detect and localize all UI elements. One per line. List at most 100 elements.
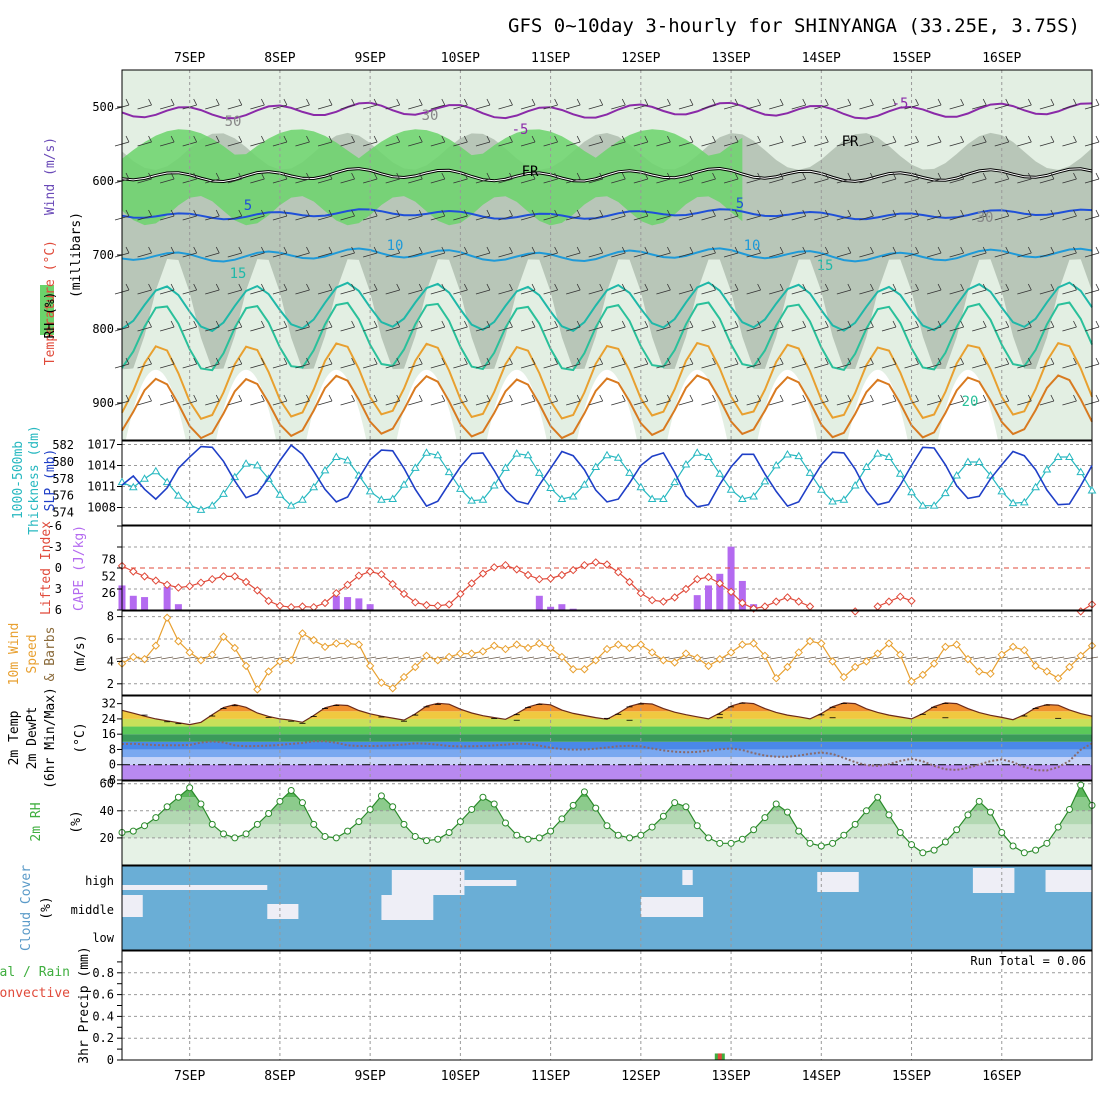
wind-barb-staff	[701, 363, 716, 369]
wind-barb-staff	[746, 215, 761, 221]
wind-barb-flag	[779, 394, 784, 402]
precip-labels: Total / Rain Convective 3hr Precip (mm) …	[0, 946, 1086, 1063]
wind-barb-flag	[982, 283, 987, 291]
wind-barb-flag	[215, 135, 220, 143]
wind-barb-flag	[260, 394, 265, 402]
date-label-top: 10SEP	[441, 51, 480, 66]
temp-band	[122, 718, 1092, 727]
wind-barb-flag	[802, 209, 807, 217]
wind-barb-flag	[125, 209, 130, 217]
wind-barb-flag	[779, 357, 784, 365]
cloud-block	[682, 870, 693, 885]
wind10-speed-point	[1053, 673, 1063, 683]
thickness-axis-label-1: 1000-500mb	[11, 441, 26, 519]
rh2m-point	[727, 839, 735, 847]
temp-band	[122, 726, 1092, 735]
wind-barb-staff	[227, 289, 242, 295]
wind-barb-flag	[915, 209, 919, 217]
wind-barb-flag	[667, 98, 671, 106]
thickness-point	[692, 448, 702, 456]
wind-barb-flag	[689, 135, 694, 143]
cloud-axis-label: Cloud Cover	[19, 865, 34, 951]
wind-barb-staff	[904, 252, 919, 258]
slp-line	[121, 444, 1093, 508]
wind-barb-flag	[599, 357, 604, 365]
contour-label: FR	[522, 164, 539, 180]
date-label-bottom: 16SEP	[982, 1069, 1021, 1084]
rh2m-axis-label: 2m RH	[29, 802, 44, 841]
temp-contour-25	[121, 341, 1093, 420]
wind10-barb	[307, 656, 320, 660]
li-tick-label: 0	[55, 561, 62, 575]
thickness-point	[670, 477, 680, 486]
rh2m-point	[163, 803, 171, 811]
wind10-axis-label-3: & Barbs	[43, 627, 58, 682]
wind-barb-staff	[949, 178, 964, 184]
wind-barb-flag	[418, 209, 423, 217]
wind-barb-flag	[599, 98, 604, 106]
cloud-block	[817, 872, 859, 892]
wind-barb-flag	[125, 98, 130, 106]
wind-barb-flag	[396, 98, 401, 106]
wind-barb-flag	[734, 283, 739, 291]
rh2m-point	[389, 803, 397, 811]
thickness-point	[602, 450, 612, 459]
wind-barb-flag	[1050, 394, 1055, 402]
rh2m-point	[1054, 823, 1062, 831]
thickness-tick-label: 576	[52, 489, 74, 503]
wind-barb-flag	[396, 246, 401, 254]
wind-barb-flag	[1027, 135, 1032, 143]
cloud-labels: Cloud Cover (%)	[19, 865, 54, 951]
rh2m-point	[569, 801, 577, 809]
wind10-speed-point	[129, 652, 138, 662]
wind10-barb	[600, 656, 614, 660]
wind-barb-flag	[148, 320, 152, 328]
wind10-speed-point	[1031, 661, 1040, 671]
rh2m-point	[840, 831, 848, 839]
wind-barb-flag	[689, 283, 694, 291]
precip-convective-label: Convective	[0, 986, 70, 1001]
wind-barb-flag	[509, 172, 513, 180]
wind-barb-flag	[193, 283, 198, 291]
wind-barb-staff	[498, 141, 513, 147]
wind10-speed-point	[241, 661, 251, 671]
cloud-unit-label: (%)	[39, 896, 54, 919]
wind-barb-flag	[734, 320, 739, 328]
thickness-point	[174, 491, 183, 499]
wind10-barb	[521, 656, 535, 660]
wind-barb-staff	[1017, 400, 1032, 406]
wind-barb-flag	[373, 172, 378, 180]
lifted-index-point	[388, 579, 397, 589]
wind-barb-staff	[678, 363, 694, 369]
wind-barb-flag	[1073, 172, 1077, 180]
wind-barb-staff	[295, 363, 310, 369]
wind-barb-flag	[892, 98, 897, 106]
cape-tick-label: 26	[102, 586, 116, 600]
date-label-top: 15SEP	[892, 51, 931, 66]
wind-barb-flag	[644, 320, 649, 328]
date-label-top: 7SEP	[174, 51, 205, 66]
wind-barb-flag	[576, 394, 581, 402]
wind-barb-flag	[1050, 209, 1055, 217]
wind-barb-flag	[960, 283, 965, 291]
wind-barb-flag	[915, 320, 919, 328]
wind-barb-staff	[408, 289, 423, 295]
wind-barb-flag	[418, 320, 423, 328]
wind-barb-flag	[712, 98, 716, 106]
wind-barb-staff	[611, 178, 626, 184]
cape-axis-label: CAPE (J/kg)	[72, 525, 87, 611]
wind-barb-flag	[870, 283, 874, 291]
wind-barb-staff	[408, 215, 423, 221]
thickness-point	[298, 495, 307, 503]
wind-barb-flag	[847, 394, 852, 402]
temp2m-unit-label: (°C)	[73, 722, 88, 753]
wind10-speed-point	[647, 648, 657, 657]
wind-barb-flag	[779, 98, 784, 106]
wind10-barb	[1052, 656, 1065, 660]
wind-barb-staff	[769, 363, 784, 369]
date-label-top: 8SEP	[264, 51, 295, 66]
contour-label: 15	[817, 258, 834, 274]
cape-tick-label: 78	[102, 553, 116, 567]
wind10-barb	[837, 656, 850, 660]
wind-barb-flag	[1027, 172, 1032, 180]
